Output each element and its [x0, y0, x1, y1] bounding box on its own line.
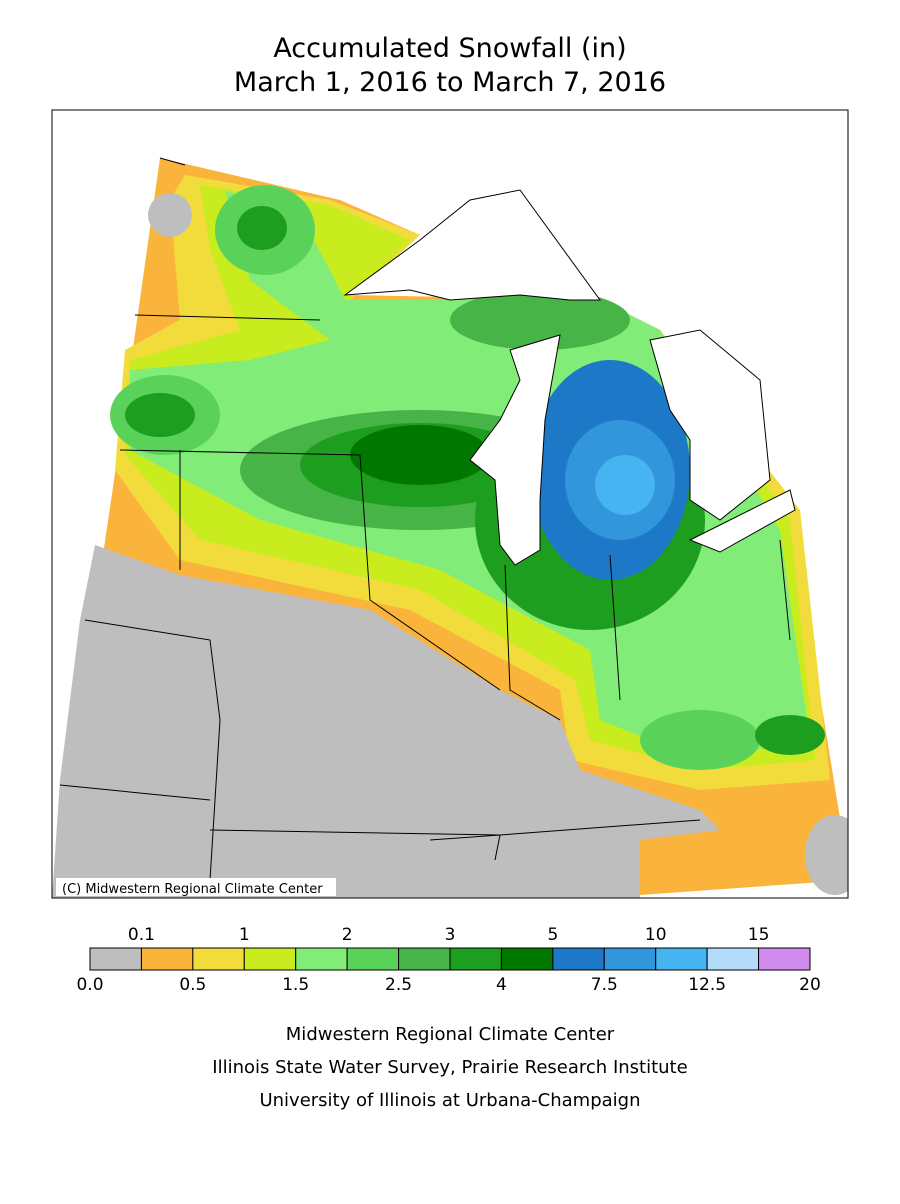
legend-swatch — [89, 947, 142, 971]
legend-label: 3 — [445, 925, 456, 945]
legend-swatch — [758, 947, 811, 971]
footer-line: University of Illinois at Urbana-Champai… — [259, 1090, 640, 1111]
footer-line: Midwestern Regional Climate Center — [286, 1024, 615, 1045]
snow-area — [640, 710, 760, 770]
legend-label: 0.5 — [179, 975, 206, 995]
legend-label: 1.5 — [282, 975, 309, 995]
legend-swatch — [655, 947, 708, 971]
legend-label: 4 — [496, 975, 507, 995]
snow-area — [125, 393, 195, 437]
legend-swatch — [449, 947, 502, 971]
legend-label: 0.1 — [128, 925, 155, 945]
copyright: (C) Midwestern Regional Climate Center — [62, 882, 323, 897]
legend-label: 20 — [799, 975, 821, 995]
legend-label: 10 — [645, 925, 667, 945]
legend-label: 1 — [239, 925, 250, 945]
copyright-box — [56, 878, 336, 896]
legend-label: 15 — [748, 925, 770, 945]
legend-label: 2.5 — [385, 975, 412, 995]
lake-superior — [343, 189, 601, 301]
lake-erie — [688, 489, 796, 553]
legend-swatch — [603, 947, 657, 971]
legend-label: 7.5 — [591, 975, 618, 995]
legend-swatch — [140, 947, 194, 971]
legend: 0.0 0.1 0.5 1 1.5 2 2.5 3 4 5 7.5 10 12.5 15 20 — [76, 925, 820, 995]
lake-huron — [649, 329, 771, 521]
legend-swatch — [192, 947, 245, 971]
snow-area — [755, 715, 825, 755]
snow-area — [350, 425, 490, 485]
legend-swatch — [552, 947, 605, 971]
no-snow-area — [148, 193, 192, 237]
no-snow-area — [805, 815, 848, 895]
snow-area — [450, 290, 630, 350]
legend-label: 12.5 — [688, 975, 726, 995]
state-borders — [59, 157, 791, 881]
legend-swatch — [295, 947, 348, 971]
legend-swatch — [500, 947, 554, 971]
map: (C) Midwestern Regional Climate Center — [51, 109, 849, 899]
legend-swatch — [706, 947, 760, 971]
legend-label: 5 — [547, 925, 558, 945]
title-line: Accumulated Snowfall (in) — [273, 33, 626, 64]
footer-line: Illinois State Water Survey, Prairie Res… — [212, 1057, 687, 1078]
lake-michigan — [469, 334, 561, 566]
legend-label: 0.0 — [76, 975, 103, 995]
legend-label: 2 — [342, 925, 353, 945]
snow-area — [595, 455, 655, 515]
legend-swatch — [243, 947, 297, 971]
title-line: March 1, 2016 to March 7, 2016 — [234, 67, 666, 98]
legend-swatch — [346, 947, 400, 971]
map-frame — [51, 109, 849, 899]
snow-area — [237, 206, 287, 250]
no-snow-area — [52, 545, 720, 898]
legend-swatch — [398, 947, 451, 971]
